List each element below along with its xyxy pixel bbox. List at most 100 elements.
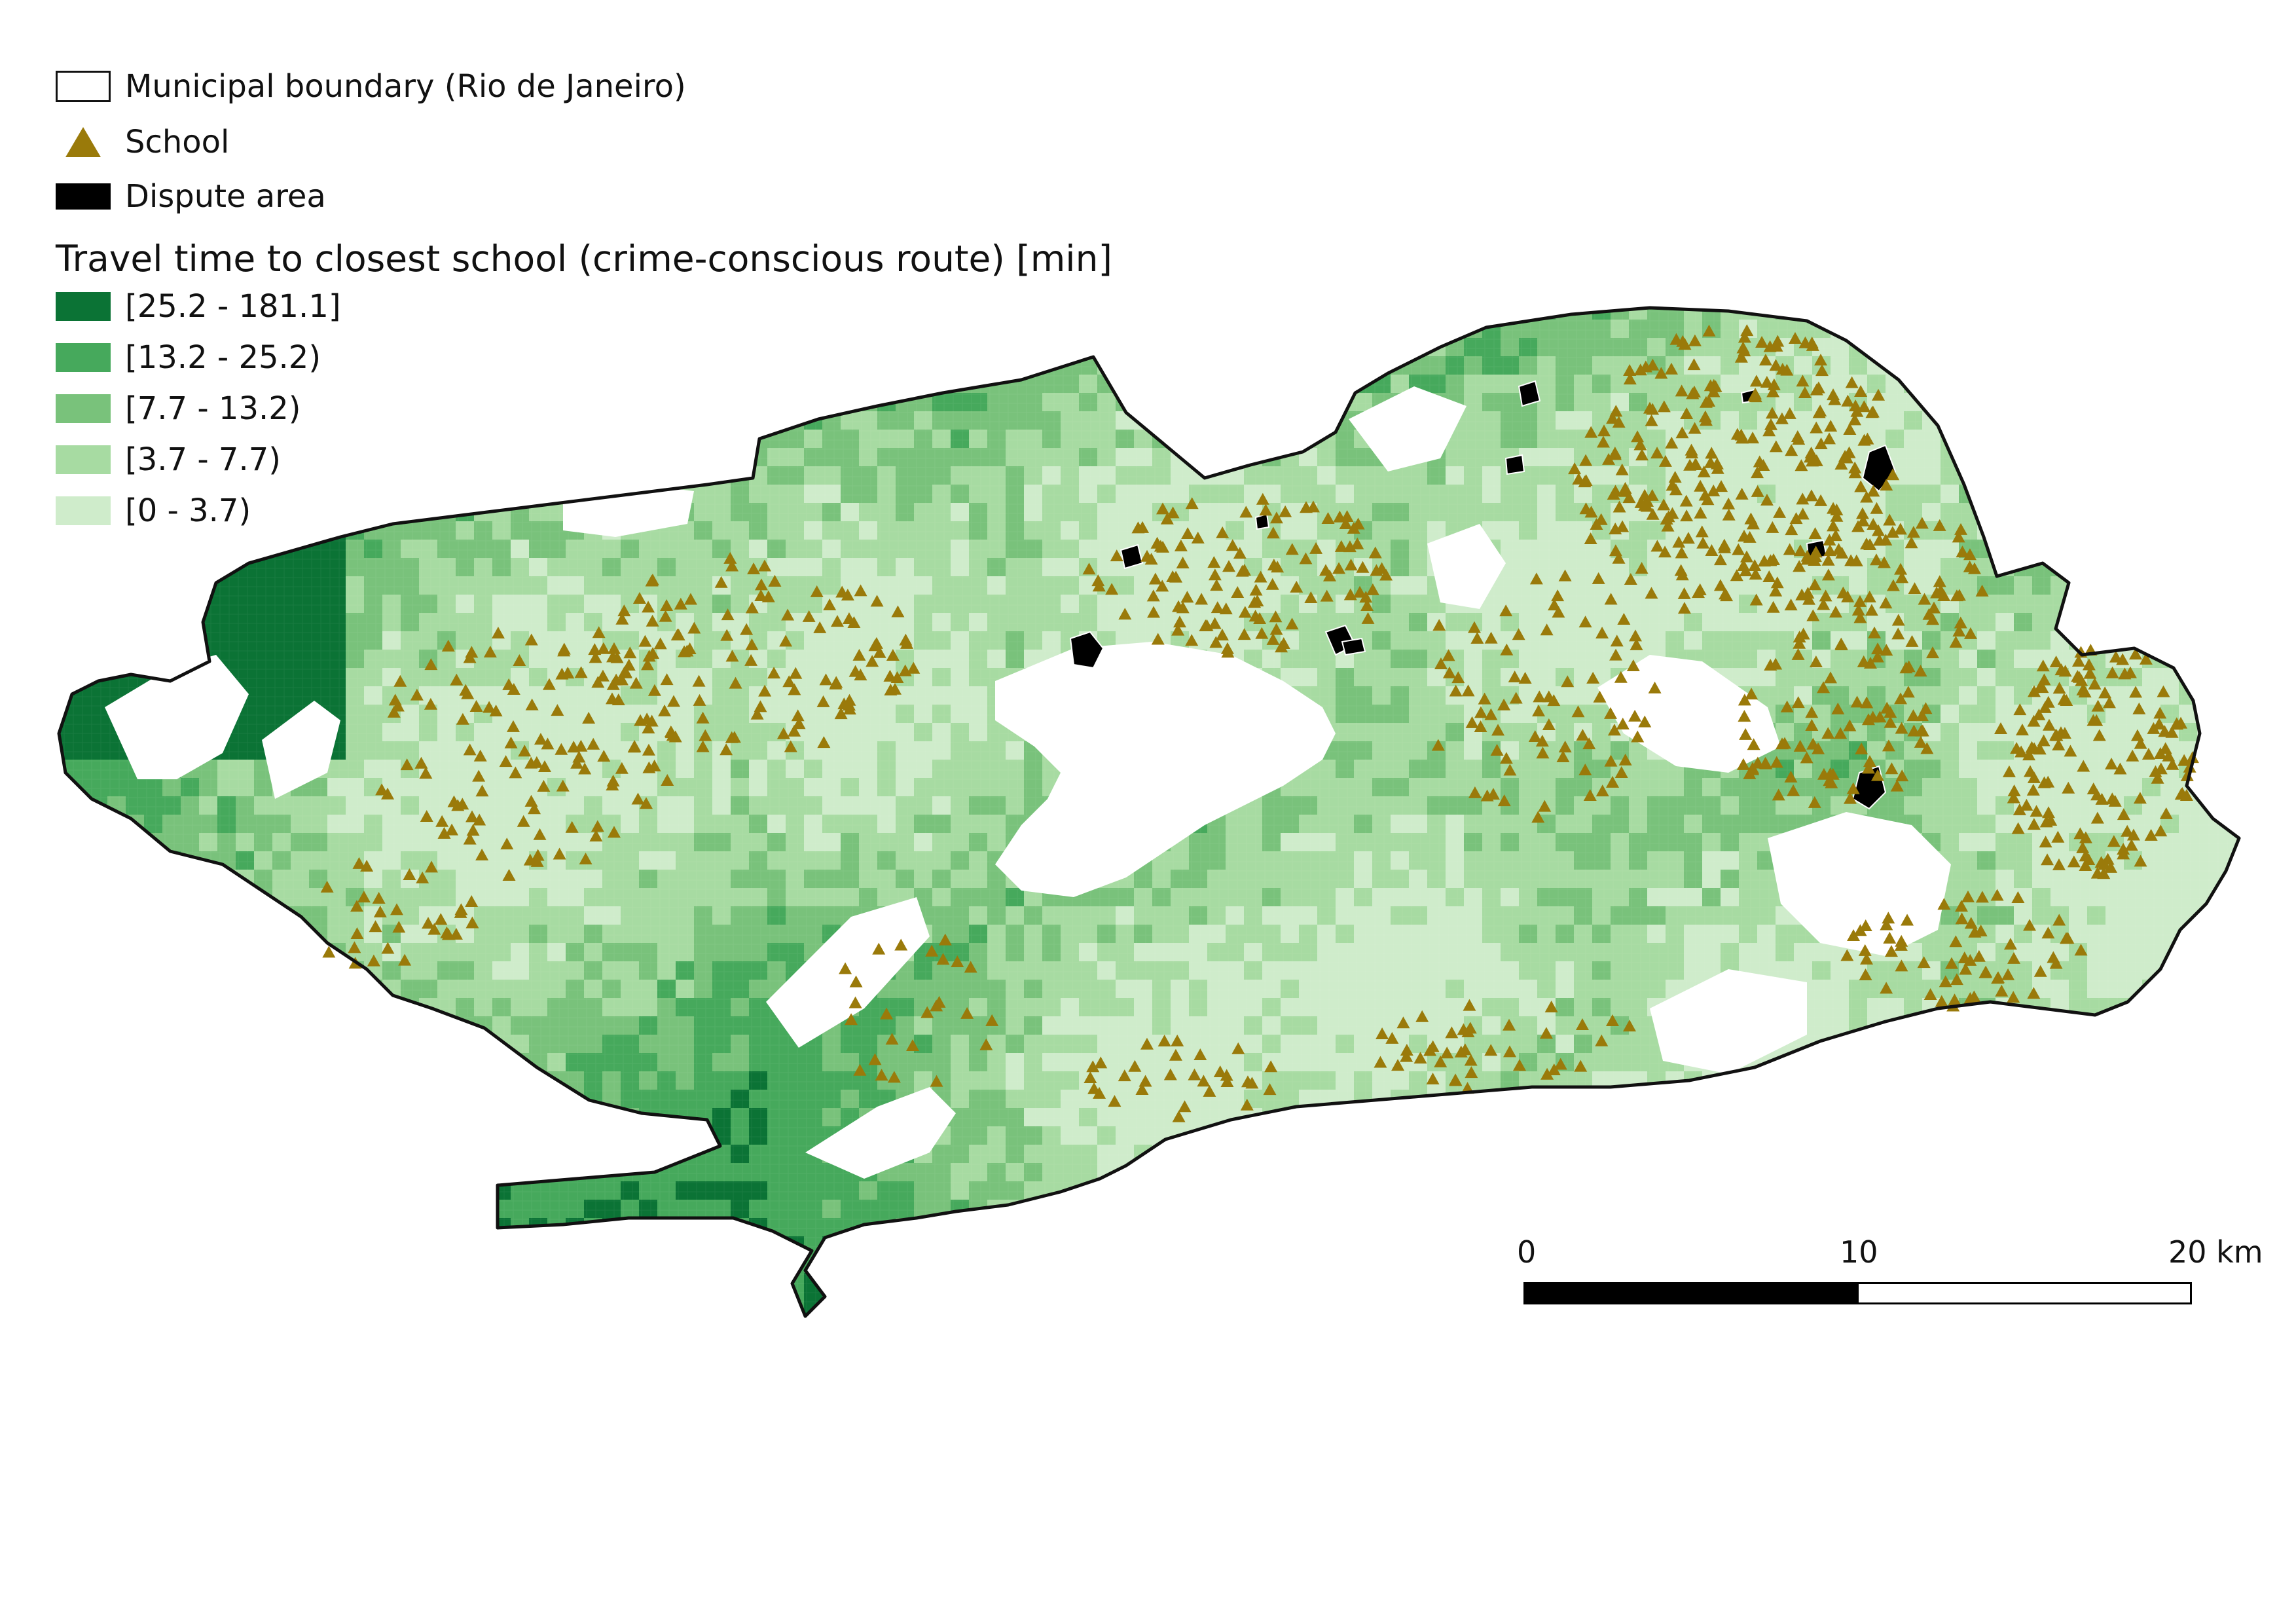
raster-cell	[602, 338, 621, 357]
raster-cell	[2014, 503, 2033, 522]
raster-cell	[804, 356, 823, 375]
raster-cell	[144, 595, 163, 614]
raster-cell	[712, 356, 731, 375]
raster-cell	[547, 485, 566, 504]
raster-cell	[2197, 925, 2216, 944]
raster-cell	[511, 356, 530, 375]
raster-cell	[492, 430, 511, 449]
raster-cell	[2234, 595, 2239, 614]
raster-cell	[382, 1016, 401, 1035]
raster-cell	[2069, 485, 2088, 504]
raster-cell	[2197, 613, 2216, 632]
raster-cell	[217, 925, 236, 944]
raster-cell	[2160, 393, 2179, 412]
raster-cell	[1849, 308, 1868, 320]
raster-cell	[254, 961, 273, 980]
raster-cell	[1207, 430, 1226, 449]
raster-cell	[2069, 558, 2088, 577]
raster-cell	[474, 1035, 493, 1054]
raster-cell	[1464, 308, 1483, 320]
raster-cell	[126, 851, 145, 870]
raster-cell	[2014, 393, 2033, 412]
raster-cell	[2197, 595, 2216, 614]
raster-cell	[1189, 308, 1208, 320]
raster-cell	[2050, 320, 2069, 339]
raster-cell	[382, 338, 401, 357]
raster-cell	[749, 320, 768, 339]
raster-cell	[2050, 375, 2069, 394]
raster-cell	[2087, 540, 2106, 559]
raster-cell	[1299, 393, 1318, 412]
raster-cell	[346, 485, 365, 504]
raster-cell	[474, 485, 493, 504]
raster-cell	[1097, 338, 1116, 357]
raster-cell	[1904, 320, 1923, 339]
raster-cell	[2142, 485, 2161, 504]
raster-cell	[2234, 870, 2239, 889]
raster-cell	[2142, 308, 2161, 320]
raster-cell	[1831, 308, 1850, 320]
raster-cell	[2160, 430, 2179, 449]
raster-cell	[566, 393, 585, 412]
raster-cell	[71, 906, 90, 925]
raster-cell	[89, 1035, 108, 1054]
raster-cell	[1226, 430, 1245, 449]
raster-cell	[126, 1035, 145, 1054]
raster-cell	[1317, 338, 1336, 357]
raster-cell	[932, 356, 951, 375]
raster-cell	[1959, 375, 1978, 394]
raster-cell	[2197, 686, 2216, 705]
raster-cell	[437, 320, 456, 339]
raster-cell	[2142, 595, 2161, 614]
raster-cell	[419, 1053, 438, 1072]
raster-cell	[877, 320, 896, 339]
raster-cell	[71, 595, 90, 614]
raster-cell	[2179, 613, 2198, 632]
raster-cell	[621, 411, 640, 430]
raster-cell	[492, 393, 511, 412]
raster-cell	[2197, 411, 2216, 430]
raster-cell	[896, 375, 915, 394]
raster-cell	[529, 411, 548, 430]
raster-cell	[804, 338, 823, 357]
raster-cell	[2234, 705, 2239, 724]
raster-cell	[162, 595, 181, 614]
raster-cell	[584, 411, 603, 430]
raster-cell	[382, 430, 401, 449]
raster-cell	[1207, 375, 1226, 394]
raster-cell	[59, 943, 71, 962]
raster-cell	[2050, 466, 2069, 485]
raster-cell	[1354, 356, 1373, 375]
raster-cell	[1977, 485, 1996, 504]
raster-cell	[126, 998, 145, 1017]
raster-cell	[511, 430, 530, 449]
raster-cell	[1391, 338, 1410, 357]
raster-cell	[254, 925, 273, 944]
raster-cell	[217, 540, 236, 559]
raster-cell	[236, 906, 255, 925]
raster-cell	[786, 356, 805, 375]
raster-cell	[1391, 320, 1410, 339]
raster-cell	[162, 1016, 181, 1035]
raster-cell	[1977, 308, 1996, 320]
raster-cell	[2105, 613, 2124, 632]
raster-cell	[1336, 356, 1355, 375]
raster-cell	[2160, 595, 2179, 614]
raster-cell	[419, 485, 438, 504]
raster-cell	[2087, 485, 2106, 504]
raster-cell	[1116, 338, 1135, 357]
raster-cell	[2105, 576, 2124, 595]
raster-cell	[2179, 466, 2198, 485]
raster-cell	[309, 485, 328, 504]
raster-cell	[749, 338, 768, 357]
raster-cell	[2160, 338, 2179, 357]
raster-cell	[327, 338, 346, 357]
raster-cell	[1409, 320, 1428, 339]
raster-cell	[199, 1016, 218, 1035]
raster-cell	[749, 411, 768, 430]
raster-cell	[126, 631, 145, 650]
raster-cell	[621, 320, 640, 339]
raster-cell	[107, 595, 126, 614]
raster-cell	[89, 650, 108, 669]
raster-cell	[181, 925, 200, 944]
